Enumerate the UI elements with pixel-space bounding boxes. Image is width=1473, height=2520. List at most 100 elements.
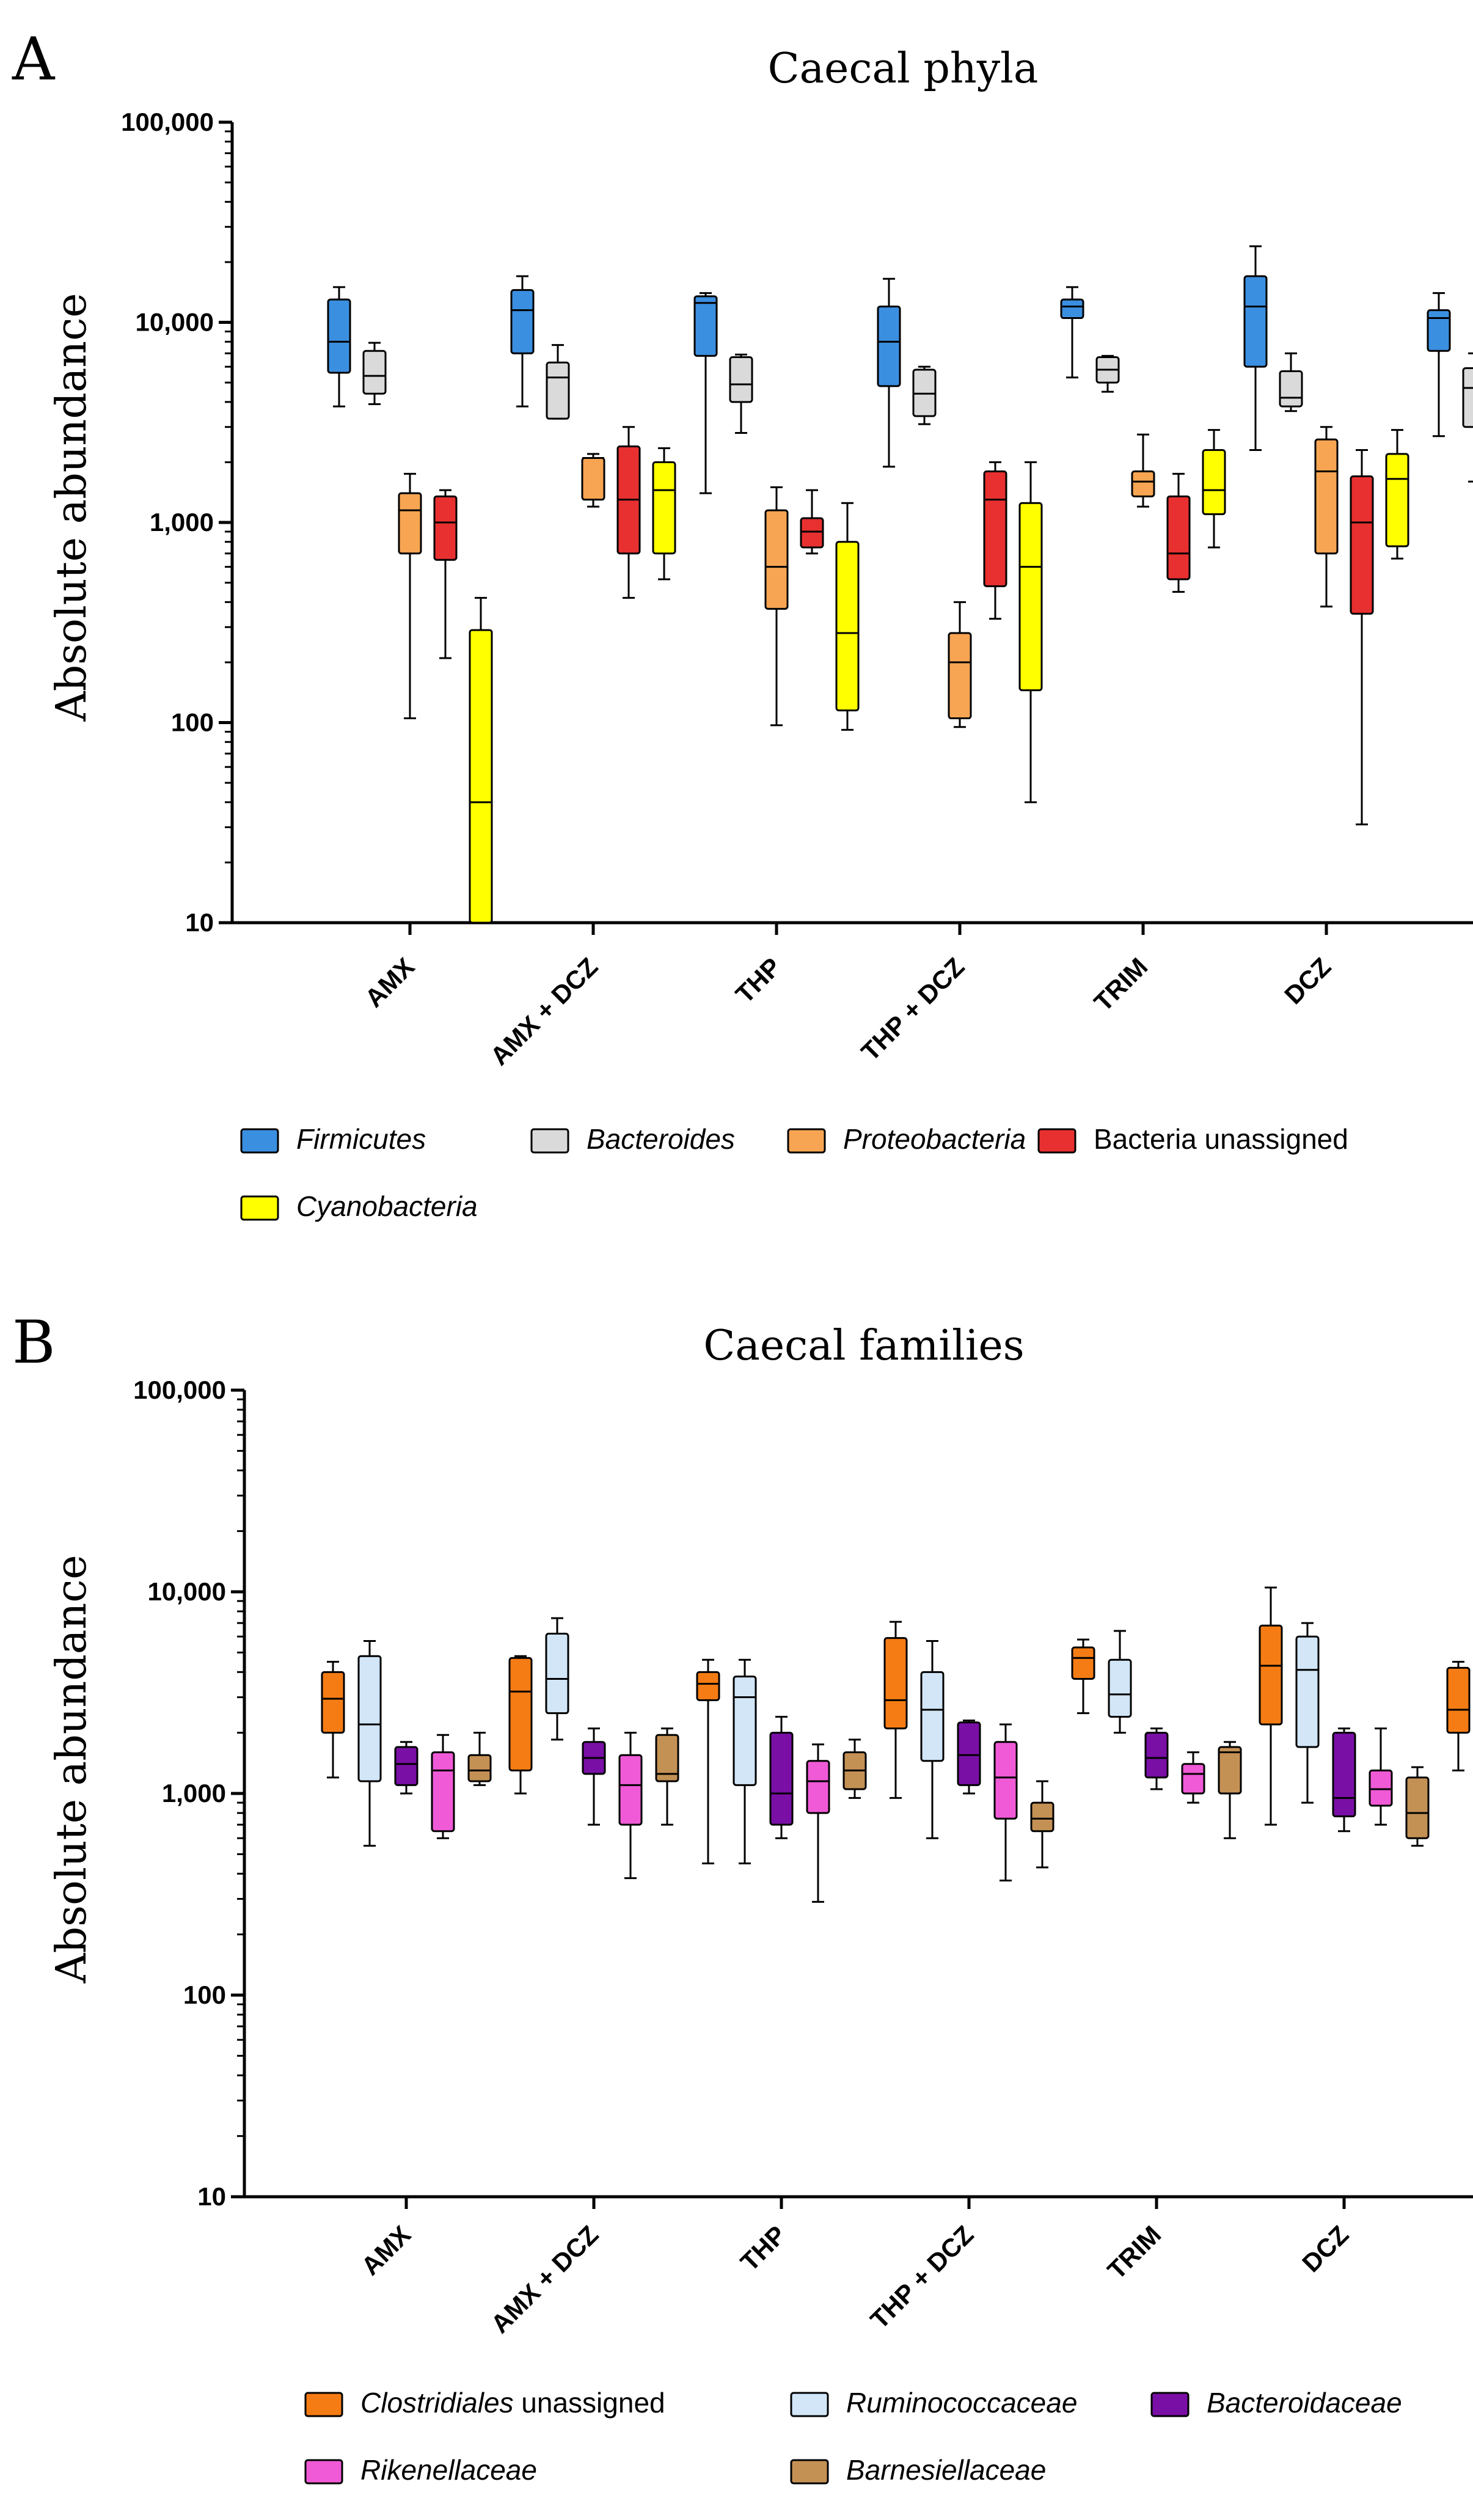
x-tick-label: THP: [735, 2220, 792, 2277]
legend-item: Firmicutes: [240, 1123, 426, 1155]
boxplot-clostridiales-unassigned: [321, 1660, 345, 1779]
boxplot-bacteroides: [1279, 352, 1303, 412]
legend-item: Cyanobacteria: [240, 1190, 478, 1222]
legend-label-main: Barnesiellaceae: [846, 2454, 1046, 2486]
boxplot-rikenellaceae: [618, 1732, 643, 1880]
boxplot-rikenellaceae: [1181, 1751, 1205, 1804]
box-iqr: [764, 509, 789, 610]
boxplot-bacteroidaceae: [769, 1716, 794, 1839]
y-tick-label: 10,000: [148, 1577, 226, 1606]
box-iqr: [546, 361, 570, 420]
box-iqr: [1446, 1666, 1471, 1734]
legend-label-main: Proteobacteria: [843, 1123, 1026, 1155]
box-iqr: [1181, 1763, 1205, 1795]
box-iqr: [1462, 367, 1473, 428]
box-iqr: [883, 1637, 908, 1730]
box-iqr: [1202, 449, 1226, 515]
legend-label-main: Clostridiales: [360, 2387, 514, 2419]
legend-label-suffix: unassigned: [514, 2387, 665, 2419]
x-tick-label: TRIM: [1089, 952, 1153, 1017]
box-iqr: [1427, 309, 1451, 352]
boxplot-bacteroides: [729, 353, 753, 434]
x-tick-label: THP + DCZ: [855, 952, 970, 1066]
boxplot-bacteria-unassigned: [616, 426, 641, 599]
legend-label: Ruminococcaceae: [846, 2387, 1077, 2419]
box-iqr: [769, 1732, 794, 1826]
legend-label: Cyanobacteria: [296, 1190, 478, 1222]
y-tick-label: 100: [183, 1980, 226, 2009]
legend-swatch: [304, 2392, 343, 2417]
boxes-b: [321, 1586, 1471, 1903]
y-tick-label: 100,000: [121, 108, 214, 136]
boxplot-proteobacteria: [948, 601, 972, 728]
boxplot-firmicutes: [510, 275, 535, 408]
boxplot-cyanobacteria: [1385, 429, 1409, 560]
box-iqr: [1030, 1801, 1054, 1833]
y-tick-label: 100,000: [133, 1375, 226, 1404]
box-iqr: [508, 1657, 533, 1771]
boxplot-cyanobacteria: [652, 447, 676, 581]
chart-title-b: Caecal families: [703, 1322, 1024, 1370]
y-axis-label-b: Absolute abundance: [48, 1555, 96, 1983]
x-tick-label: AMX: [359, 952, 420, 1013]
box-iqr: [1295, 1635, 1320, 1748]
box-iqr: [733, 1676, 757, 1786]
box-iqr: [696, 1671, 720, 1701]
legend-b: Clostridiales unassigned Ruminococcaceae B…: [304, 2387, 1402, 2486]
boxplot-clostridiales-unassigned: [508, 1655, 533, 1795]
boxplot-ruminococcaceae: [357, 1640, 382, 1847]
box-iqr: [1369, 1769, 1393, 1807]
box-iqr: [1314, 438, 1339, 555]
boxplot-bacteria-unassigned: [983, 461, 1007, 620]
x-tick-label: THP + DCZ: [864, 2220, 979, 2334]
legend-item: Bacteroides: [530, 1123, 735, 1155]
x-tick-label: AMX: [356, 2220, 416, 2280]
panel-letter-b: B: [12, 1308, 56, 1377]
box-iqr: [1279, 370, 1303, 408]
boxes-a: [327, 245, 1473, 924]
boxplot-proteobacteria: [1314, 426, 1339, 608]
box-iqr: [431, 1751, 455, 1833]
box-iqr: [394, 1746, 419, 1786]
boxplot-bacteroides: [546, 344, 570, 420]
box-iqr: [1131, 470, 1155, 497]
legend-swatch: [240, 1128, 279, 1154]
boxplot-proteobacteria: [1131, 433, 1155, 508]
chart-title-a: Caecal phyla: [768, 45, 1039, 93]
legend-item: Proteobacteria: [787, 1123, 1026, 1155]
boxplot-barnesiellaceae: [1030, 1780, 1054, 1869]
panel-b: B Caecal families Absolute abundance 10 1…: [12, 1308, 1473, 2486]
panel-a: A Caecal phyla Absolute abundance 101001…: [12, 25, 1473, 1222]
boxplot-cyanobacteria: [469, 596, 493, 924]
legend-label-main: Bacteroides: [587, 1123, 735, 1155]
boxplot-ruminococcaceae: [1295, 1622, 1320, 1804]
boxplot-ruminococcaceae: [1108, 1630, 1132, 1734]
boxplot-barnesiellaceae: [1405, 1766, 1430, 1847]
legend-item: Barnesiellaceae: [790, 2454, 1046, 2486]
box-iqr: [877, 306, 901, 387]
legend-item: Ruminococcaceae: [790, 2387, 1077, 2419]
boxplot-bacteria-unassigned: [1166, 472, 1191, 593]
box-iqr: [1350, 475, 1374, 615]
legend-label-main: Ruminococcaceae: [846, 2387, 1077, 2419]
box-iqr: [1018, 502, 1043, 692]
legend-swatch: [240, 1195, 279, 1221]
box-iqr: [362, 350, 387, 395]
y-tick-label: 1,000: [150, 508, 214, 537]
boxplot-clostridiales-unassigned: [883, 1621, 908, 1799]
box-iqr: [1166, 495, 1191, 581]
box-iqr: [655, 1734, 679, 1782]
legend-a: Firmicutes Bacteroides Proteobacteria Bacte…: [240, 1123, 1348, 1222]
legend-swatch: [530, 1128, 569, 1154]
legend-label: Clostridiales unassigned: [360, 2387, 665, 2419]
boxplot-bacteroides: [1095, 354, 1120, 393]
box-iqr: [467, 1754, 492, 1782]
y-tick-label: 10: [185, 908, 214, 937]
legend-label-main: Rikenellaceae: [360, 2454, 537, 2486]
y-tick-label: 10: [197, 2182, 226, 2211]
legend-label: Rikenellaceae: [360, 2454, 537, 2486]
y-tick-label: 10,000: [136, 308, 214, 337]
boxplot-bacteroidaceae: [394, 1741, 419, 1795]
legend-item: Rikenellaceae: [304, 2454, 537, 2486]
boxplot-cyanobacteria: [1202, 429, 1226, 549]
